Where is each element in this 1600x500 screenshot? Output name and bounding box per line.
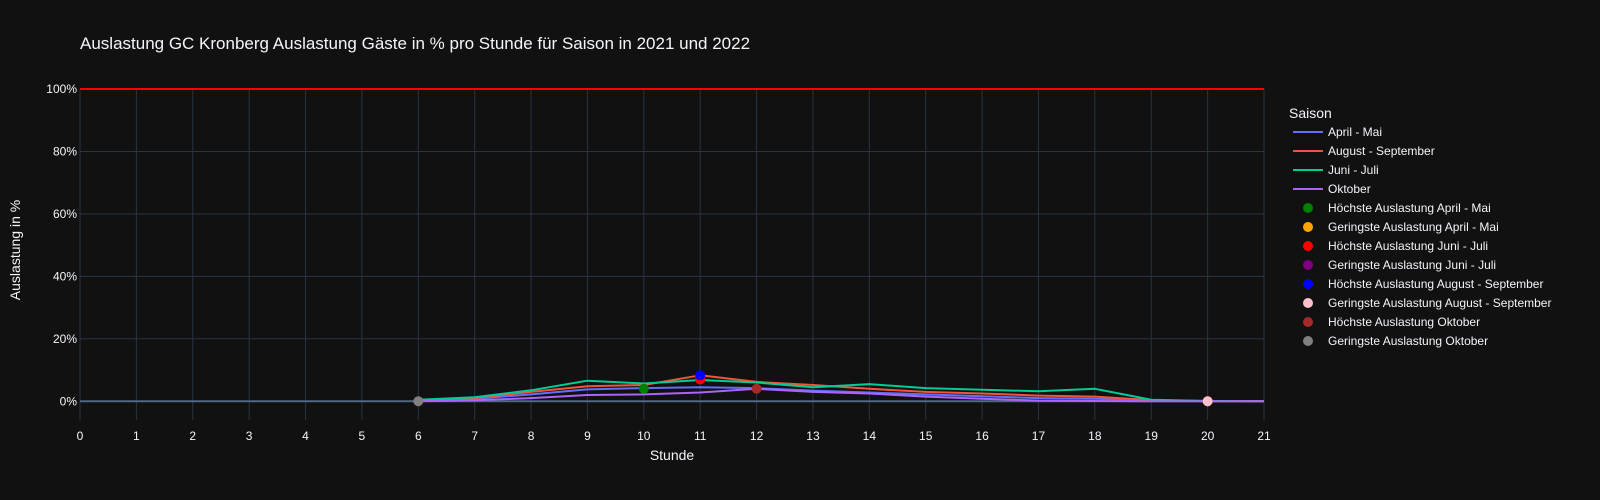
legend-marker-swatch: [1303, 279, 1313, 289]
legend-item-line[interactable]: April - Mai: [1293, 125, 1382, 139]
legend-item-marker[interactable]: Geringste Auslastung Oktober: [1303, 334, 1488, 348]
legend-label: Oktober: [1328, 182, 1371, 196]
chart-title: Auslastung GC Kronberg Auslastung Gäste …: [80, 34, 750, 53]
legend-marker-swatch: [1303, 298, 1313, 308]
x-tick-label: 6: [415, 429, 422, 443]
legend-marker-swatch: [1303, 336, 1313, 346]
y-axis-title: Auslastung in %: [7, 200, 23, 300]
y-tick-label: 20%: [53, 332, 77, 346]
x-tick-label: 2: [189, 429, 196, 443]
legend-item-marker[interactable]: Geringste Auslastung August - September: [1303, 296, 1551, 310]
x-tick-label: 18: [1088, 429, 1102, 443]
x-tick-label: 1: [133, 429, 140, 443]
legend-label: Geringste Auslastung April - Mai: [1328, 220, 1499, 234]
y-tick-label: 60%: [53, 207, 77, 221]
series-line-april-mai[interactable]: [418, 386, 1265, 403]
legend-label: April - Mai: [1328, 125, 1382, 139]
marker-höchste-auslastung-april-mai[interactable]: [638, 383, 649, 394]
x-tick-label: 8: [528, 429, 535, 443]
legend-label: August - September: [1328, 144, 1435, 158]
x-tick-label: 0: [77, 429, 84, 443]
legend-label: Höchste Auslastung April - Mai: [1328, 201, 1491, 215]
x-tick-label: 15: [919, 429, 933, 443]
x-tick-label: 11: [694, 429, 707, 443]
axis-ticks: 0 1 2 3 4 5 6 7 8 9 10 11 12 13 14 15 16 17 18 19 20 210%20%4…: [46, 82, 1271, 443]
legend-marker-swatch: [1303, 260, 1313, 270]
plot-area: [80, 89, 1264, 420]
legend-label: Höchste Auslastung August - September: [1328, 277, 1543, 291]
x-tick-label: 10: [637, 429, 651, 443]
x-tick-label: 19: [1145, 429, 1159, 443]
series-line-oktober[interactable]: [418, 387, 1264, 403]
x-tick-label: 9: [584, 429, 591, 443]
legend-item-marker[interactable]: Höchste Auslastung April - Mai: [1303, 201, 1491, 215]
x-tick-label: 5: [359, 429, 366, 443]
x-tick-label: 3: [246, 429, 253, 443]
y-tick-label: 0%: [60, 394, 78, 408]
legend-title: Saison: [1289, 105, 1332, 121]
legend-item-line[interactable]: Oktober: [1293, 182, 1371, 196]
marker-geringste-auslastung-august-september[interactable]: [1202, 396, 1213, 407]
x-tick-label: 7: [471, 429, 478, 443]
legend-item-line[interactable]: August - September: [1293, 144, 1435, 158]
x-tick-label: 21: [1257, 429, 1271, 443]
legend[interactable]: Saison April - Mai August - September Juni…: [1289, 105, 1551, 348]
x-tick-label: 14: [863, 429, 877, 443]
y-tick-label: 80%: [53, 144, 77, 158]
highlight-markers: [413, 370, 1213, 407]
x-tick-label: 17: [1032, 429, 1046, 443]
y-tick-label: 40%: [53, 269, 77, 283]
legend-label: Geringste Auslastung Oktober: [1328, 334, 1488, 348]
legend-item-marker[interactable]: Geringste Auslastung April - Mai: [1303, 220, 1499, 234]
legend-label: Höchste Auslastung Oktober: [1328, 315, 1480, 329]
legend-marker-swatch: [1303, 317, 1313, 327]
legend-label: Geringste Auslastung August - September: [1328, 296, 1551, 310]
legend-marker-swatch: [1303, 241, 1313, 251]
series-line-juni-juli[interactable]: [418, 379, 1265, 403]
series-line-august-september[interactable]: [418, 374, 1264, 403]
x-tick-label: 12: [750, 429, 764, 443]
legend-item-marker[interactable]: Höchste Auslastung August - September: [1303, 277, 1543, 291]
x-tick-label: 13: [806, 429, 820, 443]
legend-label: Höchste Auslastung Juni - Juli: [1328, 239, 1488, 253]
legend-label: Juni - Juli: [1328, 163, 1379, 177]
marker-geringste-auslastung-oktober[interactable]: [413, 396, 424, 407]
y-tick-label: 100%: [46, 82, 77, 96]
legend-item-marker[interactable]: Geringste Auslastung Juni - Juli: [1303, 258, 1496, 272]
legend-label: Geringste Auslastung Juni - Juli: [1328, 258, 1496, 272]
x-tick-label: 16: [975, 429, 989, 443]
legend-marker-swatch: [1303, 222, 1313, 232]
legend-item-line[interactable]: Juni - Juli: [1293, 163, 1379, 177]
legend-marker-swatch: [1303, 203, 1313, 213]
series-lines: [418, 374, 1265, 403]
x-tick-label: 4: [302, 429, 309, 443]
x-axis-title: Stunde: [650, 447, 695, 463]
marker-höchste-auslastung-august-september[interactable]: [695, 370, 706, 381]
marker-höchste-auslastung-oktober[interactable]: [751, 383, 762, 394]
x-tick-label: 20: [1201, 429, 1215, 443]
legend-item-marker[interactable]: Höchste Auslastung Juni - Juli: [1303, 239, 1488, 253]
legend-item-marker[interactable]: Höchste Auslastung Oktober: [1303, 315, 1480, 329]
